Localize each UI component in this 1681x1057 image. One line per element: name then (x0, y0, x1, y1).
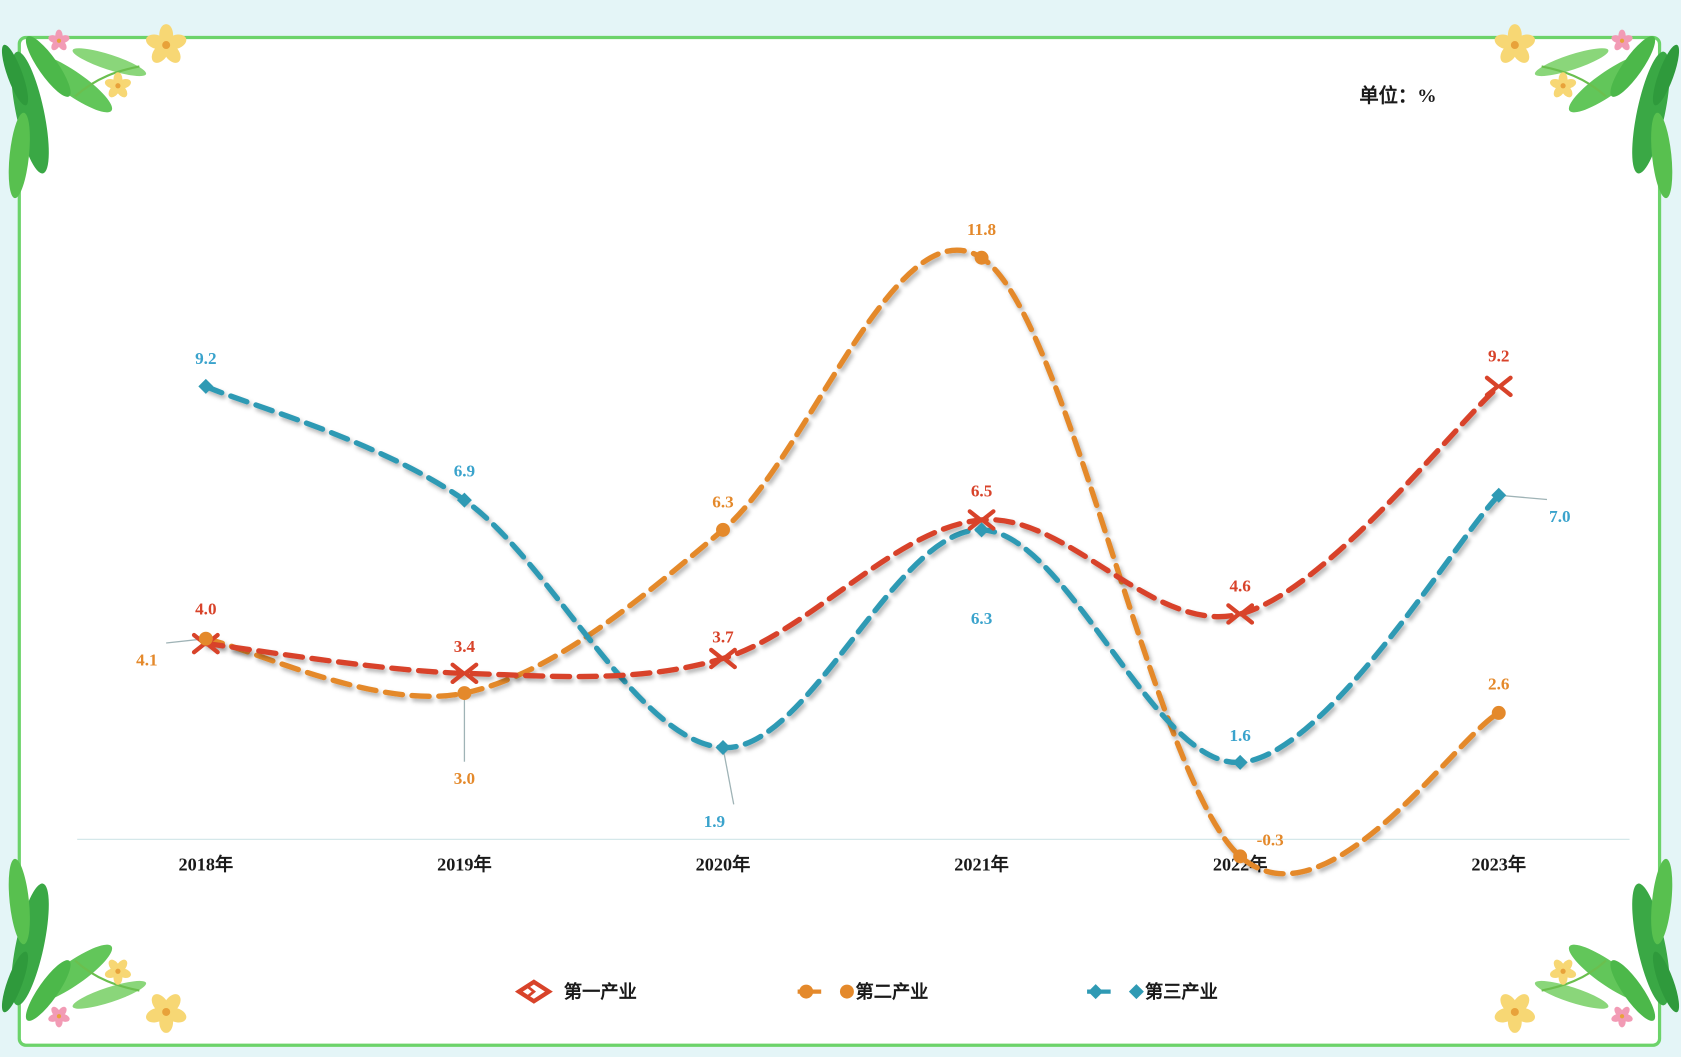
series-3-data-label: 6.3 (971, 609, 992, 628)
legend-marker-icon (514, 979, 553, 1004)
series-1-data-label: 3.4 (454, 637, 476, 656)
stem-icon (1541, 65, 1607, 98)
legend-label: 第二产业 (856, 981, 929, 1002)
series-1-point (450, 662, 479, 685)
series-3-data-label: 6.9 (454, 462, 475, 481)
unit-label: 单位：% (1359, 84, 1436, 107)
series-2-point (457, 686, 472, 701)
series-1-point (1484, 375, 1513, 398)
legend-marker-icon (1128, 984, 1144, 1000)
series-markers (191, 250, 1513, 864)
series-1-data-label: 4.0 (195, 600, 216, 619)
flower-icon (104, 72, 131, 98)
series-1-point (967, 509, 996, 531)
flower-icon (48, 29, 70, 51)
legend-item-3: 第三产业 (1087, 981, 1218, 1002)
leaf-icon (1652, 951, 1680, 1013)
leaf-icon (1, 951, 29, 1013)
leaf-icon (1652, 44, 1680, 106)
leaf-icon (8, 112, 30, 199)
legend-label: 第一产业 (564, 981, 637, 1002)
series-3-data-label: 9.2 (195, 349, 216, 368)
series-2-point (1233, 849, 1248, 864)
legend-marker-icon (1088, 984, 1104, 1000)
series-1-data-label: 4.6 (1229, 576, 1251, 595)
corner-decoration-bottom-right (1494, 858, 1680, 1033)
flower-icon (146, 994, 187, 1033)
legend: 第一产业 第二产业 第三产业 (514, 979, 1218, 1004)
series-2-data-label: 3.0 (454, 769, 475, 788)
leaf-icon (1, 44, 29, 106)
leaf-icon (8, 858, 30, 945)
flower-icon (1494, 994, 1535, 1033)
corner-decoration-bottom-left (1, 858, 187, 1033)
series-2-data-label: 4.1 (136, 650, 157, 669)
data-labels: 4.0 3.4 3.7 6.5 4.6 9.2 4.1 3.0 6.3 11.8 -0.3 2.6 9.… (136, 220, 1570, 849)
legend-label: 第三产业 (1145, 981, 1218, 1002)
corner-decoration-top-right (1494, 24, 1680, 199)
series-1-data-label: 9.2 (1488, 347, 1509, 366)
flower-icon (1611, 1006, 1633, 1028)
chart-frame (17, 35, 1662, 1047)
series-2-point (716, 522, 730, 537)
series-2-data-label: 2.6 (1488, 674, 1510, 693)
flower-icon (104, 959, 131, 985)
flower-icon (1550, 959, 1577, 985)
series-3-data-label: 1.9 (704, 812, 725, 831)
series-3-point (1491, 487, 1507, 503)
flower-icon (1611, 29, 1633, 51)
series-3-point (1232, 754, 1248, 770)
stem-icon (74, 65, 140, 98)
x-tick-label: 2022年 (1213, 853, 1268, 874)
leaf-icon (25, 960, 71, 1021)
leaf-icon (1651, 112, 1673, 199)
leaf-icon (25, 36, 71, 97)
decorations (1, 24, 1680, 1033)
x-tick-label: 2018年 (179, 853, 234, 874)
leaf-icon (1610, 960, 1656, 1021)
series-3-point (715, 740, 731, 756)
series-1-data-label: 3.7 (712, 627, 734, 646)
series-line-1 (203, 383, 1502, 680)
stem-icon (1541, 959, 1607, 992)
series-2-point (1491, 705, 1506, 720)
stem-icon (74, 959, 140, 992)
label-leader-line (1498, 494, 1548, 501)
series-1-data-label: 6.5 (971, 481, 992, 500)
x-tick-label: 2020年 (696, 853, 751, 874)
legend-item-2: 第二产业 (797, 981, 929, 1002)
legend-marker-icon (839, 984, 854, 999)
flower-icon (1550, 72, 1577, 98)
series-2-data-label: 6.3 (712, 492, 733, 511)
series-3-data-label: 1.6 (1229, 726, 1251, 745)
x-tick-label: 2019年 (437, 853, 492, 874)
flower-icon (48, 1006, 70, 1028)
series-1-point (1226, 603, 1255, 625)
x-tick-label: 2021年 (954, 853, 1009, 874)
leaf-icon (1610, 36, 1656, 97)
series-3-point (198, 378, 214, 394)
label-leader-line (722, 747, 735, 805)
legend-marker-icon (799, 984, 814, 999)
series-2-data-label: 11.8 (967, 220, 996, 239)
series-2-point (198, 631, 213, 646)
x-axis-tick-labels: 2018年 2019年 2020年 2021年 2022年 2023年 (179, 853, 1527, 874)
series-3-point (456, 492, 472, 508)
corner-decoration-top-left (1, 24, 187, 199)
leaf-icon (1651, 858, 1673, 945)
x-tick-label: 2023年 (1471, 853, 1526, 874)
flower-icon (146, 24, 187, 63)
series-3-data-label: 7.0 (1549, 507, 1570, 526)
legend-item-1: 第一产业 (514, 979, 637, 1004)
flower-icon (1494, 24, 1535, 63)
series-2-point (974, 250, 989, 265)
series-1-point (709, 647, 737, 670)
series-2-data-label: -0.3 (1257, 831, 1284, 850)
